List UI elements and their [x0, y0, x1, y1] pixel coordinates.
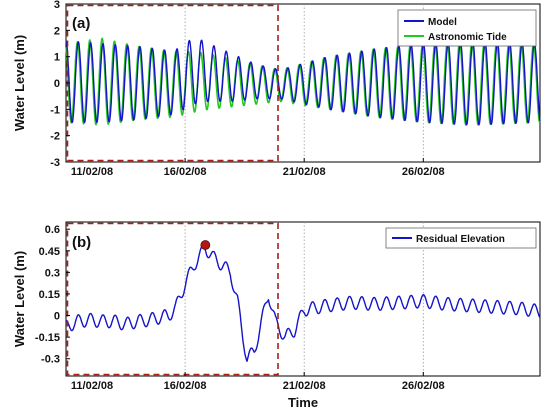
y-tick-label: -1: [50, 104, 60, 116]
panel-b-series-lines: [65, 245, 541, 362]
panel-a-y-ticks: -3 -2 -1 0 1 2 3: [50, 0, 70, 169]
y-tick-label: -0.15: [35, 332, 60, 344]
y-tick-label: 0.3: [45, 267, 60, 279]
panel-a-label: (a): [72, 15, 90, 32]
y-tick-label: 3: [54, 0, 60, 11]
y-tick-label: 0: [54, 78, 60, 90]
x-tick-label: 16/02/08: [164, 380, 207, 392]
panel-b-peak-marker: [200, 240, 211, 250]
panel-b-highlight-box: [66, 222, 279, 376]
panel-a-chart: -3 -2 -1 0 1 2 3 11/02/08 16/02/08 21/02/08 26/02…: [12, 0, 541, 178]
panel-b-y-axis-label: Water Level (m): [12, 251, 27, 347]
panel-b-chart: -0.3 -0.15 0 0.15 0.3 0.45 0.6 11/02/08 16/02/0…: [12, 221, 541, 410]
series-line-residual-elevation: [65, 245, 541, 362]
panel-b-x-axis-label: Time: [288, 395, 318, 410]
y-tick-label: -3: [50, 157, 60, 169]
series-line-astronomic-tide: [65, 37, 541, 126]
panel-a-y-axis-label: Water Level (m): [12, 35, 27, 131]
panel-a-x-ticks: 11/02/08 16/02/08 21/02/08 26/02/08: [65, 158, 445, 178]
panel-b-legend: Residual Elevation: [385, 227, 537, 249]
x-tick-label: 26/02/08: [402, 380, 445, 392]
panel-a-legend: Model Astronomic Tide: [397, 9, 537, 47]
legend-residual-elevation-label: Residual Elevation: [416, 234, 505, 245]
panel-b-label: (b): [72, 234, 91, 251]
x-tick-label: 16/02/08: [164, 166, 207, 178]
panel-b-x-ticks: 11/02/08 16/02/08 21/02/08 26/02/08: [65, 372, 445, 392]
y-tick-label: 0: [54, 311, 60, 323]
y-tick-label: 2: [54, 25, 60, 37]
legend-astronomic-tide-label: Astronomic Tide: [428, 32, 507, 43]
y-tick-label: 0.45: [39, 246, 60, 258]
x-tick-label: 26/02/08: [402, 166, 445, 178]
highlight-box: [66, 222, 279, 376]
panel-b-y-ticks: -0.3 -0.15 0 0.15 0.3 0.45 0.6: [35, 224, 70, 366]
x-tick-label: 11/02/08: [71, 380, 113, 392]
y-tick-label: 1: [54, 52, 60, 64]
peak-marker: [200, 240, 211, 250]
y-tick-label: 0.15: [39, 289, 60, 301]
x-tick-label: 21/02/08: [283, 380, 326, 392]
x-tick-label: 21/02/08: [283, 166, 326, 178]
y-tick-label: -0.3: [41, 354, 60, 366]
legend-model-label: Model: [428, 17, 457, 28]
y-tick-label: 0.6: [45, 224, 60, 236]
x-tick-label: 11/02/08: [71, 166, 113, 178]
y-tick-label: -2: [50, 131, 60, 143]
